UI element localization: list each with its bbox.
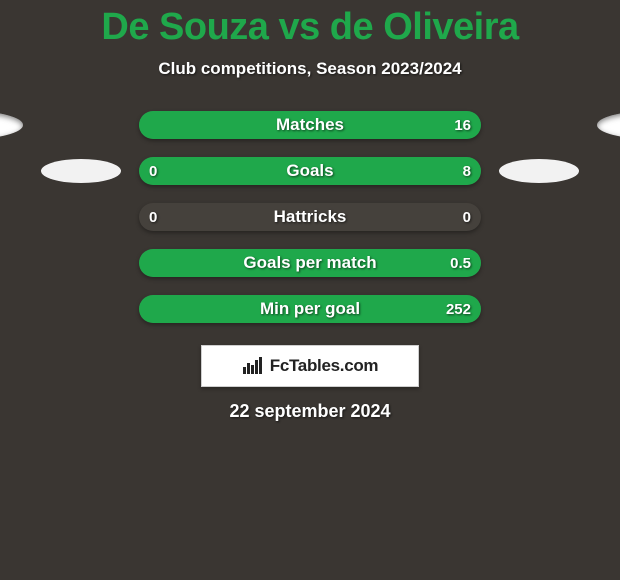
- stat-value-left: 0: [149, 203, 157, 231]
- marker-slot: [499, 295, 579, 323]
- stat-label: Goals: [139, 157, 481, 185]
- bar-chart-icon: [242, 357, 264, 375]
- stat-label: Min per goal: [139, 295, 481, 323]
- player-right-photo: [597, 111, 620, 139]
- marker-slot: [41, 295, 121, 323]
- stat-label: Matches: [139, 111, 481, 139]
- stat-bars: Matches16Goals08Hattricks00Goals per mat…: [139, 111, 481, 323]
- stat-label: Goals per match: [139, 249, 481, 277]
- logo-text: FcTables.com: [270, 356, 379, 376]
- avatar-placeholder: [0, 111, 23, 139]
- player-left-photo: [0, 111, 23, 139]
- stat-value-right: 0: [463, 203, 471, 231]
- marker-slot: [41, 249, 121, 277]
- marker-slot: [41, 111, 121, 139]
- stat-value-right: 252: [446, 295, 471, 323]
- date-text: 22 september 2024: [0, 401, 620, 422]
- fctables-logo[interactable]: FcTables.com: [201, 345, 419, 387]
- marker-slot: [499, 157, 579, 185]
- stat-value-right: 0.5: [450, 249, 471, 277]
- left-markers-column: [41, 111, 121, 323]
- team-marker-left: [41, 159, 121, 183]
- stat-bar: Goals0 8: [139, 157, 481, 185]
- marker-slot: [499, 203, 579, 231]
- avatar-placeholder: [597, 111, 620, 139]
- stat-bar: Hattricks0 0: [139, 203, 481, 231]
- page-subtitle: Club competitions, Season 2023/2024: [0, 59, 620, 79]
- marker-slot: [41, 203, 121, 231]
- stat-value-left: 0: [149, 157, 157, 185]
- comparison-card: De Souza vs de Oliveira Club competition…: [0, 0, 620, 580]
- stat-bar: Goals per match0.5: [139, 249, 481, 277]
- marker-slot: [41, 157, 121, 185]
- stat-value-right: 16: [454, 111, 471, 139]
- right-markers-column: [499, 111, 579, 323]
- stat-bar: Matches16: [139, 111, 481, 139]
- marker-slot: [499, 249, 579, 277]
- stat-bar: Min per goal252: [139, 295, 481, 323]
- team-marker-right: [499, 159, 579, 183]
- page-title: De Souza vs de Oliveira: [0, 6, 620, 49]
- stat-value-right: 8: [463, 157, 471, 185]
- comparison-row: Matches16Goals08Hattricks00Goals per mat…: [0, 111, 620, 323]
- stat-label: Hattricks: [139, 203, 481, 231]
- marker-slot: [499, 111, 579, 139]
